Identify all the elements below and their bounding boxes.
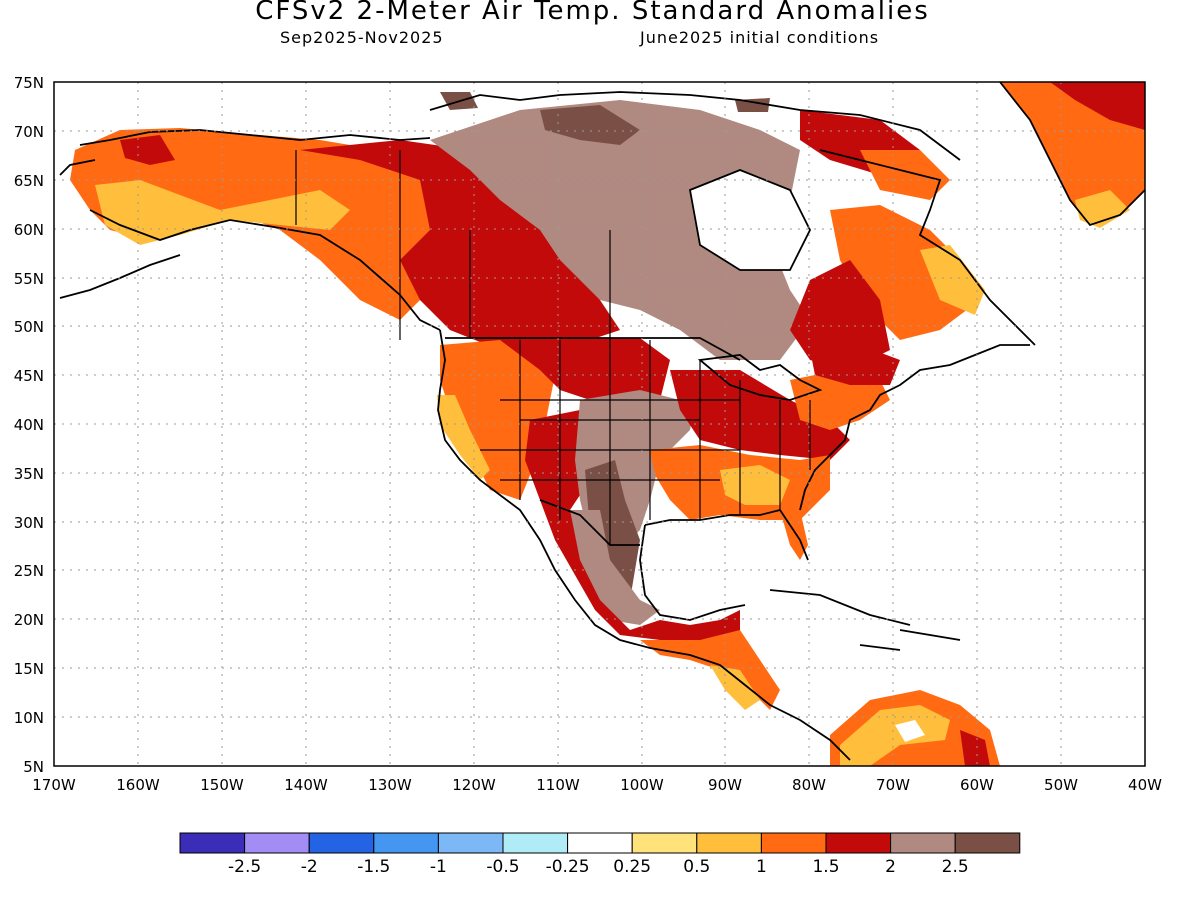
colorbar-swatch bbox=[825, 832, 892, 854]
colorbar-swatch bbox=[308, 832, 375, 854]
colorbar-label: -0.5 bbox=[486, 857, 519, 877]
arctic-coast bbox=[429, 91, 1036, 346]
wcanada-red bbox=[300, 140, 620, 350]
arctic-darkbrown bbox=[440, 92, 770, 145]
colorbar-swatch bbox=[631, 832, 698, 854]
pacific-coast bbox=[437, 329, 851, 761]
greenland-red bbox=[1050, 82, 1145, 130]
map-title: CFSv2 2-Meter Air Temp. Standard Anomali… bbox=[255, 0, 930, 26]
colorbar-swatch bbox=[244, 832, 310, 854]
southamerica-white bbox=[895, 720, 925, 742]
alaska-red bbox=[120, 135, 175, 165]
latitude-labels: 75N 70N 65N 60N 55N 50N 45N 40N 35N 30N … bbox=[14, 74, 44, 776]
map-field bbox=[70, 82, 1145, 766]
colorbar-label: -2.5 bbox=[228, 857, 261, 877]
southamerica-red bbox=[960, 730, 990, 766]
lon-label: 130W bbox=[368, 776, 412, 794]
lat-label: 35N bbox=[14, 465, 44, 483]
greenland-yellow bbox=[1075, 190, 1130, 228]
atlantic-coast bbox=[799, 344, 1030, 511]
alaska-coast bbox=[59, 129, 441, 331]
colorbar-label: 1 bbox=[756, 857, 767, 877]
colorbar-swatch bbox=[437, 832, 504, 854]
southamerica-yellow bbox=[840, 705, 950, 766]
lon-label: 60W bbox=[960, 776, 994, 794]
usnorth-red bbox=[500, 338, 670, 410]
greenland-coast bbox=[999, 82, 1145, 227]
canada-provinces bbox=[295, 150, 611, 340]
lon-label: 170W bbox=[32, 776, 76, 794]
colorbar-swatch bbox=[696, 832, 762, 854]
colorbar-label: -1 bbox=[430, 857, 447, 877]
colorbar-label: -2 bbox=[301, 857, 318, 877]
colorbar: -2.5 -2 -1.5 -1 -0.5 -0.25 0.25 0.5 1 1.5 2 2.5 bbox=[179, 832, 1021, 877]
longitude-labels: 170W 160W 150W 140W 130W 120W 110W 100W … bbox=[32, 776, 1162, 794]
colorbar-label: 0.25 bbox=[613, 857, 651, 877]
lon-label: 90W bbox=[708, 776, 742, 794]
lat-label: 5N bbox=[23, 758, 44, 776]
colorbar-swatch bbox=[502, 832, 569, 854]
mexico-brown bbox=[570, 510, 660, 625]
map-frame bbox=[53, 81, 1146, 767]
colorbar-label: 2.5 bbox=[942, 857, 969, 877]
lon-label: 110W bbox=[536, 776, 580, 794]
lat-label: 75N bbox=[14, 74, 44, 92]
colorbar-swatch bbox=[567, 832, 633, 854]
baffin-orange bbox=[860, 150, 950, 200]
georgia-yellow bbox=[720, 465, 790, 505]
lon-label: 40W bbox=[1128, 776, 1162, 794]
california-yellow bbox=[437, 395, 490, 480]
midwest-red bbox=[670, 370, 850, 460]
lat-label: 50N bbox=[14, 318, 44, 336]
lat-label: 10N bbox=[14, 709, 44, 727]
lat-label: 45N bbox=[14, 367, 44, 385]
cuba-islands bbox=[769, 589, 961, 651]
graticule bbox=[54, 82, 1145, 766]
colorbar-swatch bbox=[760, 832, 827, 854]
florida-orange bbox=[780, 510, 808, 560]
lat-label: 70N bbox=[14, 123, 44, 141]
colorbar-swatch bbox=[373, 832, 439, 854]
coastlines bbox=[59, 82, 1145, 761]
colorbar-swatch bbox=[179, 832, 246, 854]
lat-label: 30N bbox=[14, 514, 44, 532]
lat-label: 65N bbox=[14, 172, 44, 190]
northeast-red bbox=[810, 345, 900, 385]
lat-label: 40N bbox=[14, 416, 44, 434]
lon-label: 80W bbox=[792, 776, 826, 794]
lon-label: 120W bbox=[452, 776, 496, 794]
lat-label: 25N bbox=[14, 562, 44, 580]
quebec-red bbox=[790, 260, 890, 370]
colorbar-label: 2 bbox=[885, 857, 896, 877]
gulf-coast bbox=[639, 508, 809, 621]
colorbar-label: -0.25 bbox=[546, 857, 590, 877]
labrador-yellow bbox=[920, 245, 985, 315]
centralamerica-orange bbox=[640, 630, 780, 710]
hudson-coast bbox=[688, 169, 812, 271]
hudson-bay bbox=[690, 170, 810, 270]
lon-label: 150W bbox=[200, 776, 244, 794]
lon-label: 70W bbox=[876, 776, 910, 794]
lat-label: 55N bbox=[14, 270, 44, 288]
arctic-brown bbox=[430, 100, 810, 360]
state-lines bbox=[480, 338, 811, 545]
colorbar-swatch bbox=[954, 832, 1021, 854]
forecast-period: Sep2025-Nov2025 bbox=[280, 28, 444, 47]
colorbar-swatch bbox=[890, 832, 956, 854]
centralamerica-yellow bbox=[710, 665, 760, 710]
lon-label: 160W bbox=[116, 776, 160, 794]
colorbar-label: 1.5 bbox=[812, 857, 839, 877]
initial-conditions: June2025 initial conditions bbox=[640, 28, 880, 47]
great-lakes bbox=[697, 354, 823, 401]
colorbar-label: 0.5 bbox=[683, 857, 710, 877]
lat-label: 20N bbox=[14, 611, 44, 629]
lon-label: 50W bbox=[1044, 776, 1078, 794]
texas-darkbrown bbox=[585, 460, 640, 610]
lat-label: 60N bbox=[14, 221, 44, 239]
lon-label: 140W bbox=[284, 776, 328, 794]
lon-label: 100W bbox=[620, 776, 664, 794]
lat-label: 15N bbox=[14, 660, 44, 678]
colorbar-label: -1.5 bbox=[357, 857, 390, 877]
